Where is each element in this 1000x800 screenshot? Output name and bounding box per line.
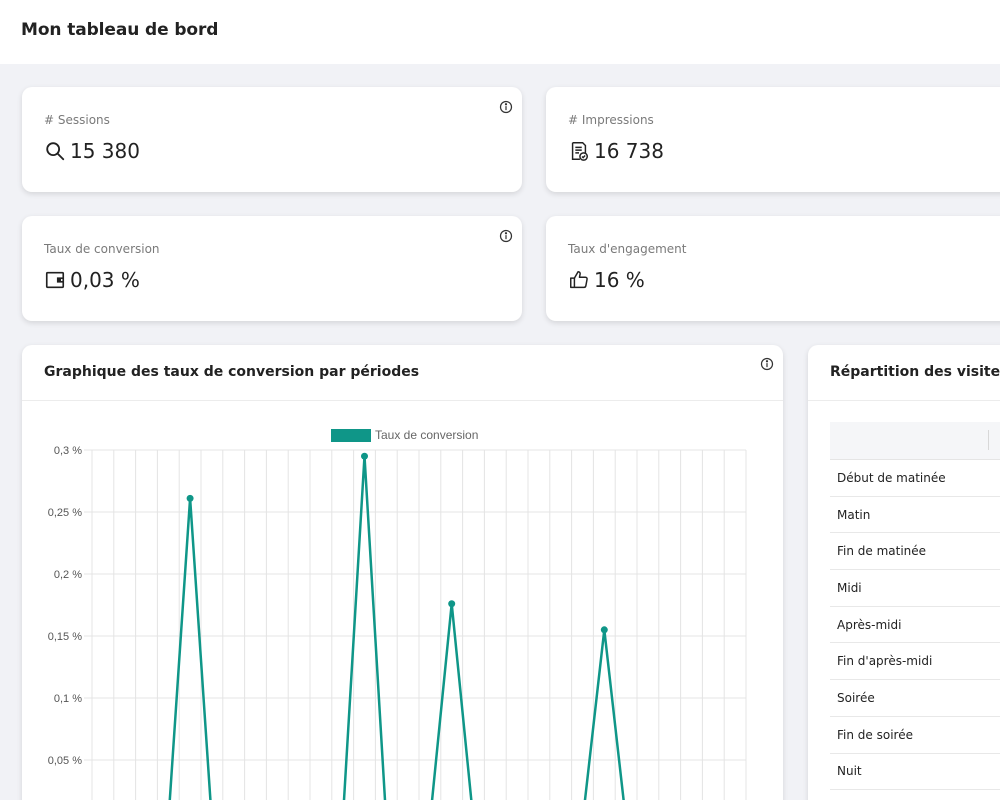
kpi-sessions-value-row: 15 380 xyxy=(44,139,140,163)
table-body: Début de matinée Matin Fin de matinée Midi A… xyxy=(830,460,1000,791)
y-tick-label: 0,1 % xyxy=(54,693,82,705)
info-icon[interactable] xyxy=(499,229,513,243)
kpi-conversion-label: Taux de conversion xyxy=(44,242,160,256)
series-line xyxy=(168,497,212,800)
info-icon[interactable] xyxy=(760,357,774,371)
visits-panel: Répartition des visites et Début de mati… xyxy=(808,345,1000,800)
table-row[interactable]: Nuit xyxy=(830,754,1000,791)
kpi-sessions-label: # Sessions xyxy=(44,113,110,127)
kpi-impressions-label: # Impressions xyxy=(568,113,654,127)
table-row[interactable]: Soirée xyxy=(830,680,1000,717)
column-divider[interactable] xyxy=(988,430,989,450)
info-icon[interactable] xyxy=(499,100,513,114)
chart-legend[interactable]: Taux de conversion xyxy=(331,428,478,442)
panel-divider xyxy=(22,400,783,401)
kpi-engagement-value-row: 16 % xyxy=(568,268,645,292)
y-tick-label: 0,05 % xyxy=(48,755,82,767)
y-tick-label: 0,3 % xyxy=(54,445,82,457)
kpi-sessions-value: 15 380 xyxy=(70,139,140,163)
table-row[interactable]: Midi xyxy=(830,570,1000,607)
table-row[interactable]: Fin d'après-midi xyxy=(830,643,1000,681)
kpi-conversion-value: 0,03 % xyxy=(70,268,140,292)
y-tick-label: 0,15 % xyxy=(48,631,82,643)
conversion-line-chart: 0,3 % 0,25 % 0,2 % 0,15 % 0,1 % 0,05 % Taux d… xyxy=(48,428,747,800)
table-row[interactable]: Début de matinée xyxy=(830,460,1000,497)
table-row[interactable]: Fin de soirée xyxy=(830,717,1000,754)
table-row[interactable]: Matin xyxy=(830,497,1000,534)
search-icon xyxy=(46,142,65,161)
kpi-card-conversion: Taux de conversion 0,03 % xyxy=(22,216,522,321)
kpi-card-sessions: # Sessions 15 380 xyxy=(22,87,522,192)
legend-label: Taux de conversion xyxy=(375,428,478,442)
data-point[interactable] xyxy=(600,626,608,634)
wallet-icon xyxy=(45,271,65,289)
visits-table: Début de matinée Matin Fin de matinée Midi A… xyxy=(830,422,1000,791)
kpi-engagement-label: Taux d'engagement xyxy=(568,242,687,256)
y-axis-labels: 0,3 % 0,25 % 0,2 % 0,15 % 0,1 % 0,05 % xyxy=(48,445,82,767)
kpi-conversion-value-row: 0,03 % xyxy=(44,268,140,292)
series-line xyxy=(342,454,387,800)
table-header xyxy=(830,422,1000,460)
app-header: Mon tableau de bord xyxy=(0,0,1000,64)
data-point[interactable] xyxy=(448,600,456,608)
series-line xyxy=(583,628,625,800)
thumbs-up-icon xyxy=(570,271,588,289)
series-line xyxy=(430,602,473,800)
kpi-card-impressions: # Impressions 16 738 xyxy=(546,87,1000,192)
legend-swatch xyxy=(331,429,371,442)
kpi-impressions-value: 16 738 xyxy=(594,139,664,163)
panel-divider xyxy=(808,400,1000,401)
chart-panel: Graphique des taux de conversion par pér… xyxy=(22,345,783,800)
table-row[interactable]: Fin de matinée xyxy=(830,533,1000,571)
y-tick-label: 0,25 % xyxy=(48,507,82,519)
kpi-card-engagement: Taux d'engagement 16 % xyxy=(546,216,1000,321)
table-row[interactable]: Après-midi xyxy=(830,607,1000,644)
data-point[interactable] xyxy=(186,494,194,502)
data-point[interactable] xyxy=(361,452,368,460)
chart-panel-title: Graphique des taux de conversion par pér… xyxy=(44,364,420,380)
y-tick-label: 0,2 % xyxy=(54,569,82,581)
document-check-icon xyxy=(571,142,588,161)
kpi-engagement-value: 16 % xyxy=(594,268,645,292)
visits-panel-title: Répartition des visites et xyxy=(830,364,1000,380)
page-title: Mon tableau de bord xyxy=(21,20,219,40)
series-layer xyxy=(168,452,625,800)
grid-vertical xyxy=(91,450,747,800)
kpi-impressions-value-row: 16 738 xyxy=(568,139,664,163)
